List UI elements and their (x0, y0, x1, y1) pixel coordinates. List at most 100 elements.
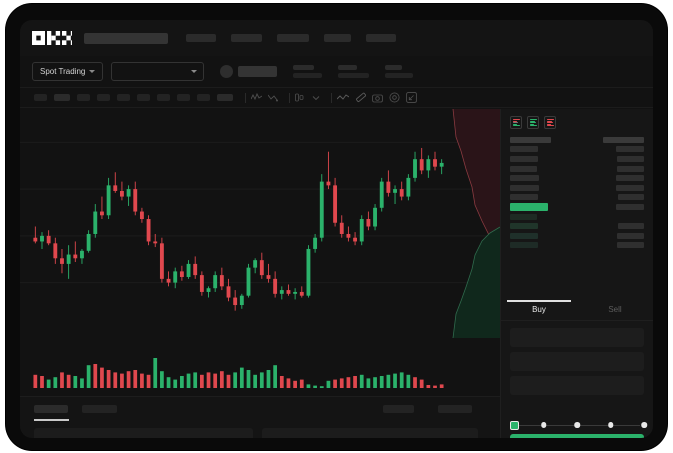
chevron-down-icon[interactable] (312, 94, 320, 102)
volume-bar (373, 377, 377, 388)
volume-bar (413, 377, 417, 388)
candlestick-chart[interactable] (20, 109, 500, 338)
order-book-bar-left (510, 184, 539, 191)
order-book-row[interactable] (510, 135, 644, 145)
volume-bar (80, 378, 84, 388)
buy-submit-button[interactable] (510, 434, 644, 438)
order-book-bar-right (618, 223, 644, 230)
volume-bar (233, 372, 238, 388)
order-book-row[interactable] (510, 202, 644, 212)
timeframe-button-3[interactable] (97, 94, 110, 101)
order-book-rows (501, 129, 653, 250)
order-total-field[interactable] (510, 376, 644, 395)
order-book-row[interactable] (510, 173, 644, 183)
nav-item-3[interactable] (324, 34, 351, 42)
timeframe-button-8[interactable] (197, 94, 210, 101)
volume-bar (313, 385, 317, 388)
order-book-row[interactable] (510, 193, 644, 203)
trading-pair-dropdown[interactable] (111, 62, 205, 81)
timeframe-button-0[interactable] (34, 94, 47, 101)
camera-icon[interactable] (372, 93, 383, 103)
slider-stop-75[interactable] (607, 422, 614, 428)
slider-stop-100[interactable] (641, 422, 647, 428)
fullscreen-icon[interactable] (406, 92, 417, 103)
volume-bar (359, 374, 364, 388)
order-book-bar-left (510, 146, 538, 153)
timeframe-button-2[interactable] (77, 94, 90, 101)
timeframe-button-7[interactable] (177, 94, 190, 101)
ruler-icon[interactable] (355, 92, 366, 103)
tab-sell[interactable]: Sell (577, 300, 653, 320)
volume-bar (339, 378, 344, 388)
orders-tool-1[interactable] (438, 405, 472, 413)
volume-bar (166, 377, 171, 388)
order-book-bar-right (616, 146, 644, 153)
market-stat-1 (338, 65, 370, 78)
indicator-icon[interactable] (251, 93, 262, 102)
orders-tools (383, 405, 486, 413)
nav-item-0[interactable] (186, 34, 216, 42)
template-icon[interactable] (295, 93, 306, 102)
order-form (501, 324, 653, 400)
timeframe-button-4[interactable] (117, 94, 130, 101)
order-book-row[interactable] (510, 231, 644, 241)
line-chart-icon[interactable] (337, 93, 349, 102)
volume-bar (319, 386, 324, 388)
volume-bar (386, 374, 391, 388)
order-book-row[interactable] (510, 221, 644, 231)
search-input[interactable] (84, 32, 168, 44)
volume-bar (40, 376, 44, 388)
slider-stop-50[interactable] (574, 422, 580, 428)
candlestick-chart-svg (20, 109, 500, 338)
spot-trading-label: Spot Trading (40, 67, 86, 76)
orderbook-both-icon[interactable] (510, 116, 522, 129)
slider-handle[interactable] (510, 420, 519, 430)
order-book-row[interactable] (510, 183, 644, 193)
orderbook-asks-icon[interactable] (544, 116, 556, 129)
spot-trading-dropdown[interactable]: Spot Trading (32, 62, 104, 81)
tab-buy[interactable]: Buy (501, 300, 577, 320)
nav-item-2[interactable] (277, 34, 309, 42)
order-book-bar-right (616, 184, 644, 191)
percent-slider[interactable] (510, 420, 647, 430)
order-book-row[interactable] (510, 164, 644, 174)
timeframe-button-5[interactable] (137, 94, 150, 101)
order-book-bar-left (510, 242, 538, 249)
volume-bar (173, 379, 178, 388)
compare-icon[interactable] (268, 93, 278, 102)
order-book-row[interactable] (510, 212, 644, 222)
chevron-down-icon (191, 70, 198, 73)
chart-gridlines (20, 141, 500, 284)
order-amount-field[interactable] (510, 352, 644, 371)
order-book-row[interactable] (510, 154, 644, 164)
order-book-row[interactable] (510, 241, 644, 251)
orders-card-row (34, 428, 478, 438)
slider-stop-25[interactable] (540, 422, 547, 428)
orders-card-0[interactable] (34, 428, 253, 438)
order-book-bar-left (510, 136, 551, 143)
orderbook-bids-icon[interactable] (527, 116, 539, 129)
order-price-field[interactable] (510, 328, 644, 347)
orders-tab-0[interactable] (34, 405, 68, 413)
okx-logo[interactable] (32, 31, 72, 45)
volume-bar (86, 365, 91, 388)
timeframe-button-9[interactable] (217, 94, 233, 101)
order-book-row[interactable] (510, 145, 644, 155)
orders-tab-1[interactable] (82, 405, 117, 413)
volume-bar (306, 384, 311, 388)
timeframe-button-6[interactable] (157, 94, 170, 101)
orders-card-1[interactable] (262, 428, 478, 438)
volume-bar (106, 370, 111, 388)
volume-chart[interactable] (20, 338, 500, 396)
order-book-bar-left (510, 155, 538, 162)
orders-tool-0[interactable] (383, 405, 414, 413)
timeframe-button-1[interactable] (54, 94, 70, 101)
order-book-bar-left (510, 232, 538, 239)
order-book-bar-right (617, 155, 644, 162)
volume-bar (153, 358, 158, 388)
nav-item-4[interactable] (366, 34, 396, 42)
settings-icon[interactable] (389, 92, 400, 103)
volume-bar (140, 373, 144, 388)
market-stat-0 (293, 65, 323, 78)
nav-item-1[interactable] (231, 34, 262, 42)
